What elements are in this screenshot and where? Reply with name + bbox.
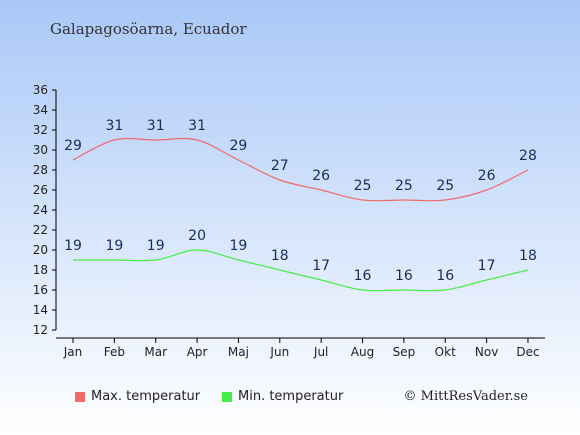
legend-min: Min. temperatur: [222, 389, 343, 404]
y-tick-label: 22: [33, 223, 48, 237]
chart-title: Galapagosöarna, Ecuador: [50, 20, 247, 38]
y-tick-label: 14: [33, 303, 48, 317]
max-temperature-line: [72, 137, 529, 202]
max-data-label: 29: [64, 138, 82, 154]
legend-min-swatch: [222, 391, 232, 402]
legend-max: Max. temperatur: [75, 389, 200, 404]
max-data-label: 27: [271, 158, 289, 174]
min-data-label: 19: [147, 238, 165, 254]
x-tick-label: Nov: [475, 345, 498, 359]
x-tick-label: Jun: [269, 345, 289, 359]
x-tick-label: Apr: [187, 345, 208, 359]
x-tick-label: Jul: [313, 345, 328, 359]
data-labels-layer: 29 31 31 31 29 27 26 25 25 25 26 28 19 19 19 20 19 18 17 16…: [64, 118, 537, 284]
min-data-label: 16: [436, 268, 454, 284]
max-data-label: 31: [147, 118, 165, 134]
y-tick-label: 12: [33, 323, 48, 337]
max-data-label: 26: [312, 168, 330, 184]
x-tick-label: Dec: [516, 345, 539, 359]
max-data-label: 25: [436, 178, 454, 194]
min-data-label: 18: [519, 248, 537, 264]
x-tick-label: Feb: [104, 345, 125, 359]
y-tick-label: 32: [33, 123, 48, 137]
copyright-text: © MittResVader.se: [403, 389, 528, 404]
x-tick-label: Maj: [228, 345, 249, 359]
x-tick-label: Sep: [393, 345, 416, 359]
max-data-label: 25: [354, 178, 372, 194]
min-data-label: 17: [312, 258, 330, 274]
x-tick-label: Aug: [351, 345, 374, 359]
min-data-label: 16: [395, 268, 413, 284]
legend-min-label: Min. temperatur: [238, 389, 344, 404]
min-temperature-line: [73, 249, 529, 292]
min-data-label: 18: [271, 248, 289, 264]
max-data-label: 28: [519, 148, 537, 164]
min-data-label: 17: [478, 258, 496, 274]
x-tick-label: Jan: [63, 345, 83, 359]
max-data-label: 31: [105, 118, 123, 134]
max-data-label: 26: [478, 168, 496, 184]
min-data-label: 20: [188, 228, 206, 244]
min-data-label: 19: [64, 238, 82, 254]
max-data-label: 25: [395, 178, 413, 194]
y-tick-label: 36: [33, 83, 48, 97]
min-data-label: 19: [105, 238, 123, 254]
y-tick-label: 30: [33, 143, 48, 157]
y-tick-label: 26: [33, 183, 48, 197]
legend-max-swatch: [75, 391, 85, 402]
max-data-label: 31: [188, 118, 206, 134]
y-tick-label: 18: [33, 263, 48, 277]
x-tick-label: Okt: [435, 345, 456, 359]
legend-max-label: Max. temperatur: [91, 389, 201, 404]
min-data-label: 19: [230, 238, 248, 254]
y-tick-label: 28: [33, 163, 48, 177]
y-tick-label: 24: [33, 203, 48, 217]
y-tick-label: 34: [33, 103, 48, 117]
x-tick-label: Mar: [144, 345, 167, 359]
series-layer: [72, 137, 529, 292]
y-tick-label: 20: [33, 243, 48, 257]
axes-group: 12 14 16 18 20 22 24 26 28 30 32 34 36 Jan Feb Mar Apr Ma…: [33, 83, 545, 359]
min-data-label: 16: [354, 268, 372, 284]
y-tick-label: 16: [33, 283, 48, 297]
max-data-label: 29: [230, 138, 248, 154]
